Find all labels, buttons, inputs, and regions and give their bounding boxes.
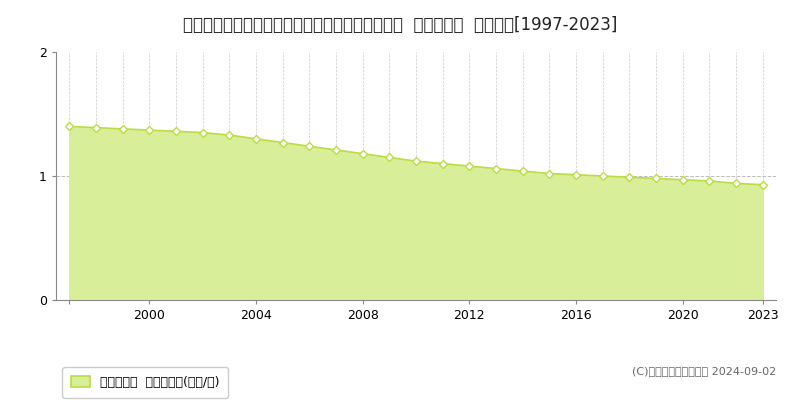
- Legend: 基準地価格  平均坪単価(万円/坪): 基準地価格 平均坪単価(万円/坪): [62, 368, 228, 398]
- Text: 岡山県英田郡西粟倉村大字筏津字屋敷３３番１外  基準地価格  地価推移[1997-2023]: 岡山県英田郡西粟倉村大字筏津字屋敷３３番１外 基準地価格 地価推移[1997-2…: [183, 16, 617, 34]
- Text: (C)土地価格ドットコム 2024-09-02: (C)土地価格ドットコム 2024-09-02: [632, 366, 776, 376]
